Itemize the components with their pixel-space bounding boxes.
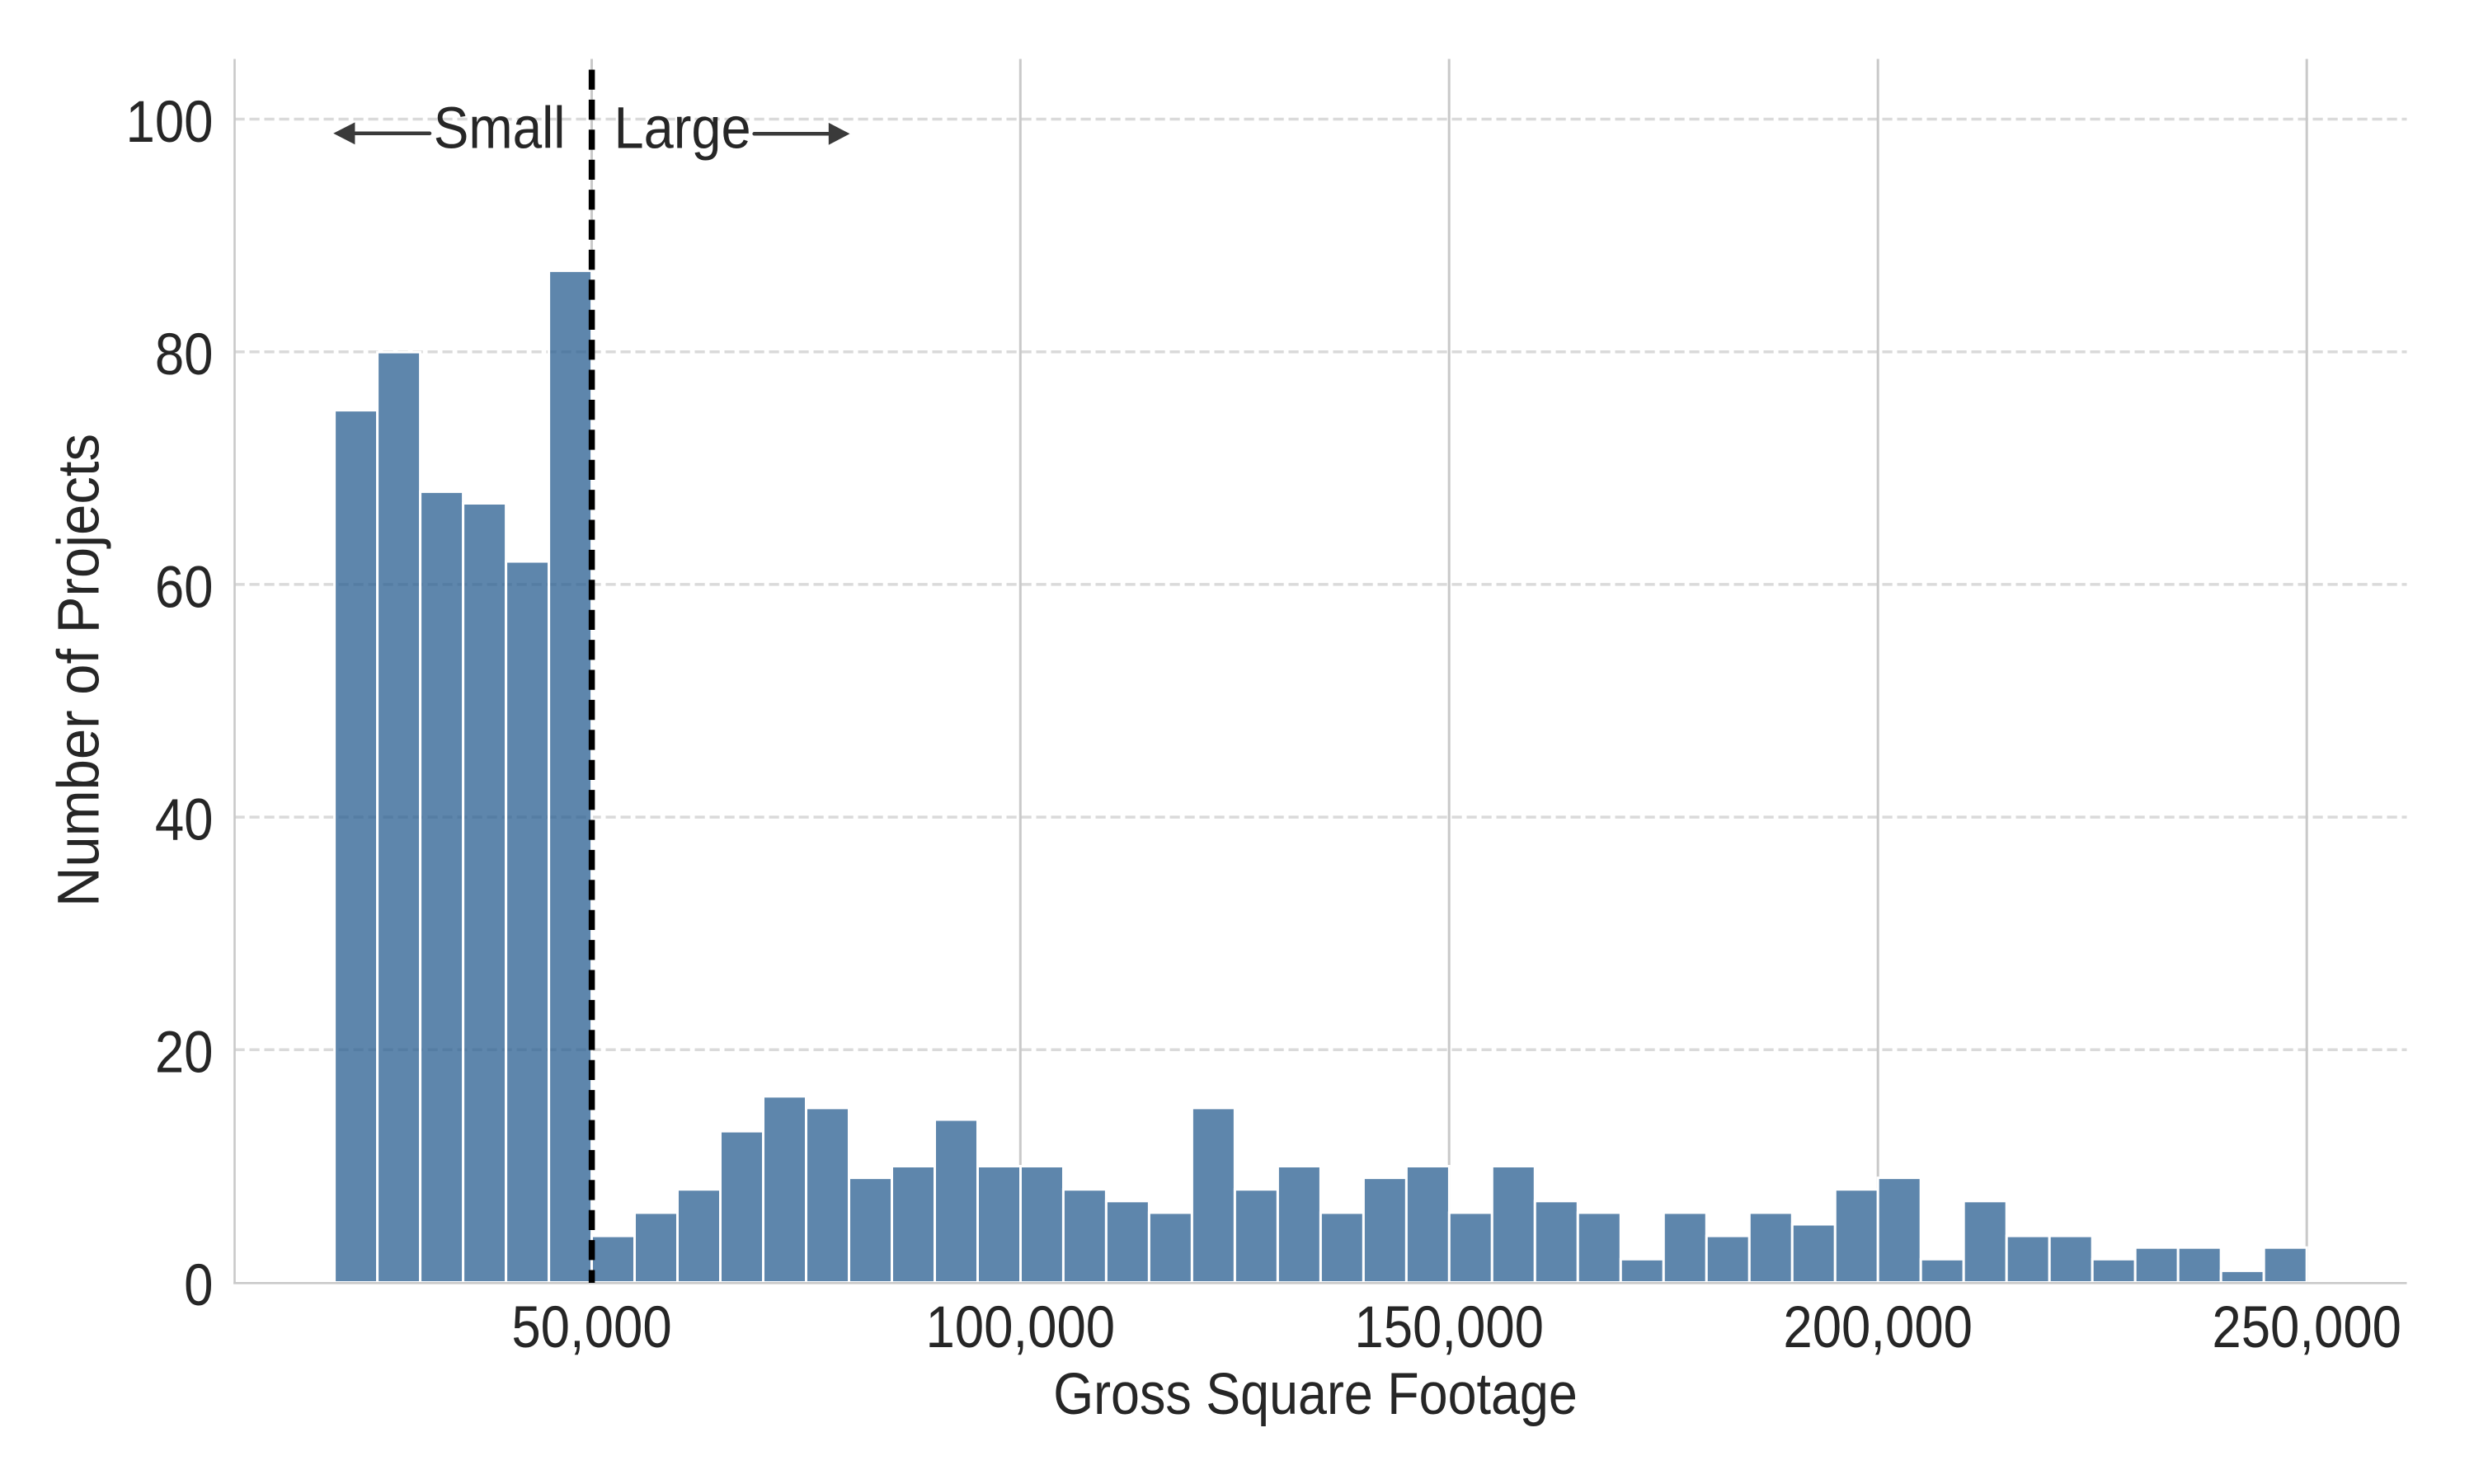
svg-text:20: 20 <box>155 1020 214 1085</box>
svg-text:0: 0 <box>184 1253 213 1318</box>
svg-text:Large: Large <box>614 96 751 161</box>
svg-text:200,000: 200,000 <box>1783 1295 1973 1360</box>
svg-text:60: 60 <box>155 555 214 620</box>
svg-text:50,000: 50,000 <box>511 1295 671 1360</box>
svg-text:80: 80 <box>155 322 214 387</box>
svg-text:Gross Square Footage: Gross Square Footage <box>1053 1362 1578 1427</box>
svg-text:250,000: 250,000 <box>2212 1295 2401 1360</box>
svg-text:Small: Small <box>434 96 566 162</box>
svg-text:100: 100 <box>125 90 213 155</box>
svg-text:150,000: 150,000 <box>1354 1295 1544 1360</box>
svg-text:Number of Projects: Number of Projects <box>45 434 111 907</box>
svg-text:100,000: 100,000 <box>925 1295 1115 1360</box>
svg-text:40: 40 <box>155 787 214 852</box>
